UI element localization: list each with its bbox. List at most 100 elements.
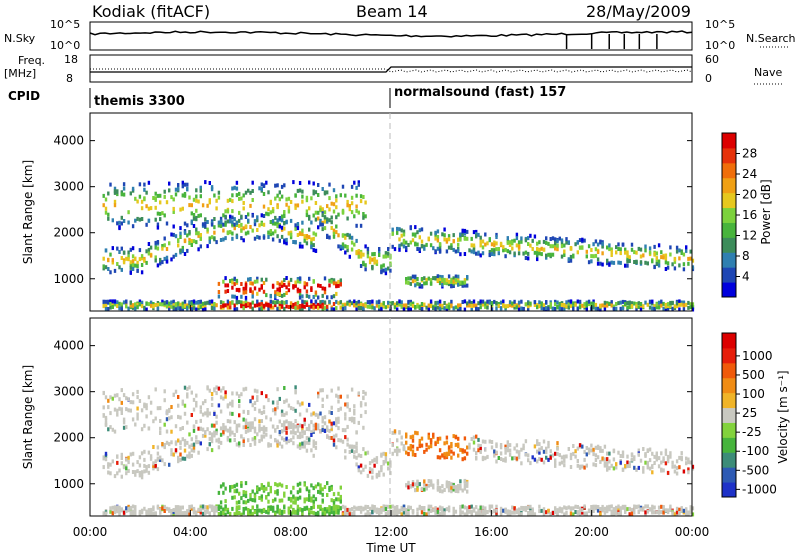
- velocity-cell-237: [165, 440, 169, 445]
- velocity-cell-2006: [660, 510, 663, 515]
- velocity-cell-1289: [407, 446, 410, 451]
- velocity-cell-157: [143, 463, 146, 468]
- power-cell-477: [222, 237, 225, 242]
- velocity-cell-786: [285, 398, 288, 403]
- power-cell-1944: [610, 300, 613, 305]
- power-cell-545: [233, 307, 236, 312]
- power-cell-1753: [542, 247, 546, 252]
- power-cell-1588: [479, 239, 482, 244]
- velocity-cell-654: [258, 496, 261, 500]
- power-cell-2039: [651, 299, 654, 304]
- velocity-cell-1012: [328, 505, 331, 510]
- velocity-cell-1977: [648, 507, 652, 512]
- velocity-cell-1639: [515, 508, 519, 513]
- velocity-cell-1286: [405, 508, 408, 512]
- power-cell-2033: [648, 305, 652, 310]
- power-cell-1371: [420, 307, 424, 311]
- velocity-cell-578: [242, 387, 245, 392]
- velocity-cell-1926: [630, 508, 634, 513]
- power-cell-350: [188, 300, 191, 305]
- power-cell-1954: [617, 242, 620, 247]
- velocity-cell-1751: [563, 454, 566, 459]
- velocity-cell-992: [323, 510, 327, 515]
- velocity-cell-345: [192, 445, 196, 450]
- velocity-cell-880: [303, 441, 306, 446]
- power-cell-1454: [443, 227, 446, 232]
- velocity-cell-1566: [484, 439, 487, 444]
- velocity-cell-1323: [416, 446, 419, 451]
- power-cell-337: [186, 182, 189, 187]
- velocity-cell-1993: [655, 451, 658, 456]
- power-cell-1717: [527, 304, 530, 309]
- velocity-cell-1222: [384, 504, 388, 509]
- velocity-cell-1119: [353, 411, 356, 416]
- velocity-cell-1316: [411, 509, 415, 514]
- power-swatch-7: [722, 177, 736, 194]
- power-cell-1048: [332, 228, 336, 233]
- velocity-cell-828: [294, 498, 297, 503]
- velocity-cell-646: [256, 395, 259, 400]
- power-cell-97: [127, 257, 130, 262]
- power-cell-1461: [443, 306, 446, 311]
- power-cell-617: [247, 212, 250, 217]
- velocity-cell-1003: [326, 509, 329, 514]
- power-cell-1373: [423, 246, 426, 251]
- power-cell-257: [165, 304, 169, 309]
- velocity-cell-1746: [560, 508, 564, 513]
- power-cell-1742: [538, 251, 541, 256]
- power-cell-52: [113, 299, 117, 304]
- power-cell-850: [294, 203, 297, 208]
- velocity-cell-1387: [432, 508, 435, 513]
- velocity-cell-1896: [619, 506, 622, 511]
- velocity-cell-585: [244, 490, 248, 495]
- power-cell-1512: [457, 247, 460, 251]
- power-cell-186: [147, 206, 151, 211]
- power-cell-2018: [642, 253, 645, 258]
- velocity-cell-724: [274, 438, 277, 443]
- velocity-cell-870: [301, 424, 304, 429]
- velocity-cell-1493: [461, 448, 464, 453]
- velocity-cell-1986: [651, 509, 654, 514]
- velocity-cell-1331: [418, 438, 421, 443]
- power-cell-290: [174, 307, 178, 312]
- velocity-cell-1439: [447, 452, 451, 456]
- power-cell-825: [287, 196, 291, 201]
- velocity-cell-1087: [344, 512, 347, 517]
- power-cell-1897: [592, 305, 595, 310]
- power-cell-1083: [339, 193, 342, 198]
- velocity-swatch-0: [722, 482, 736, 498]
- power-cell-1057: [332, 209, 336, 214]
- power-cell-126: [131, 303, 135, 308]
- power-cell-770: [278, 190, 281, 195]
- velocity-cell-445: [215, 438, 218, 443]
- power-cell-236: [161, 299, 164, 304]
- power-cell-694: [265, 277, 268, 282]
- power-cell-1068: [335, 215, 338, 220]
- power-cell-1847: [572, 253, 575, 258]
- power-cell-1977: [626, 259, 629, 264]
- power-cell-1701: [520, 306, 523, 311]
- power-cell-398: [199, 194, 202, 199]
- velocity-cell-2007: [660, 504, 663, 509]
- velocity-cell-1059: [337, 399, 340, 404]
- power-cell-766: [278, 292, 281, 296]
- power-cell-1681: [513, 305, 516, 310]
- nsearch-tick-top: 10^5: [705, 18, 735, 31]
- velocity-cell-1297: [407, 505, 410, 510]
- power-cell-1356: [418, 282, 421, 287]
- power-cell-1551: [466, 229, 469, 234]
- velocity-cell-1125: [353, 510, 356, 514]
- power-cell-365: [192, 213, 196, 217]
- power-cell-2010: [637, 301, 640, 306]
- velocity-cell-1004: [328, 435, 331, 440]
- velocity-cell-959: [317, 510, 320, 515]
- power-cell-1298: [405, 240, 408, 245]
- power-cell-851: [294, 193, 297, 198]
- power-cell-1945: [610, 303, 613, 308]
- velocity-cell-1625: [508, 512, 512, 517]
- velocity-cell-1443: [447, 488, 451, 493]
- power-cell-1327: [411, 304, 415, 308]
- power-cell-569: [238, 210, 241, 215]
- velocity-cell-294: [179, 415, 182, 420]
- velocity-cell-957: [317, 413, 320, 418]
